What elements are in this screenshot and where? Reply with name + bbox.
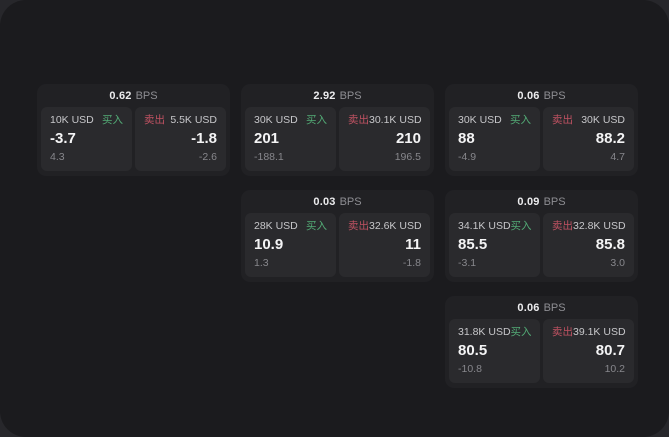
sell-size: 32.8K USD [573, 220, 626, 232]
buy-sub-value: -3.1 [458, 257, 477, 269]
sell-size: 39.1K USD [573, 326, 626, 338]
sell-sub-value: 4.7 [610, 151, 625, 163]
buy-size: 34.1K USD [458, 220, 511, 232]
sell-side-label: 卖出 [348, 220, 369, 232]
quote-card-grid: 0.62 BPS 10K USD 买入 -3.7 4.3 卖出 5.5K USD [37, 84, 638, 388]
sell-size: 32.6K USD [369, 220, 422, 232]
spread-header: 0.09 BPS [449, 190, 634, 213]
sell-side-label: 卖出 [552, 114, 573, 126]
sell-sub-value: 196.5 [394, 151, 421, 163]
sell-size: 30K USD [581, 114, 625, 126]
buy-price: 80.5 [458, 342, 488, 359]
sell-price: 11 [405, 236, 421, 253]
sell-price: -1.8 [191, 130, 217, 147]
sell-size: 5.5K USD [170, 114, 217, 126]
buy-size: 10K USD [50, 114, 94, 126]
spread-value: 0.06 [517, 89, 540, 102]
spread-value: 2.92 [313, 89, 336, 102]
sell-side-label: 卖出 [348, 114, 369, 126]
spread-header: 2.92 BPS [245, 84, 430, 107]
sell-sub-value: 3.0 [610, 257, 625, 269]
buy-panel[interactable]: 30K USD 买入 88 -4.9 [449, 107, 540, 171]
buy-side-label: 买入 [510, 220, 532, 232]
spread-unit: BPS [339, 89, 362, 102]
sell-price: 80.7 [595, 342, 625, 359]
spread-unit: BPS [339, 195, 362, 208]
buy-sub-value: -188.1 [254, 151, 284, 163]
buy-panel[interactable]: 34.1K USD 买入 85.5 -3.1 [449, 213, 540, 277]
buy-price: 10.9 [254, 236, 284, 253]
sell-panel[interactable]: 卖出 39.1K USD 80.7 10.2 [543, 319, 634, 383]
sell-price: 85.8 [595, 236, 625, 253]
spread-header: 0.06 BPS [449, 296, 634, 319]
buy-sub-value: -10.8 [458, 363, 482, 375]
buy-panel[interactable]: 10K USD 买入 -3.7 4.3 [41, 107, 132, 171]
sell-panel[interactable]: 卖出 30K USD 88.2 4.7 [543, 107, 634, 171]
quote-card-1: 0.62 BPS 10K USD 买入 -3.7 4.3 卖出 5.5K USD [37, 84, 230, 176]
quote-panels: 10K USD 买入 -3.7 4.3 卖出 5.5K USD -1.8 -2.… [41, 107, 226, 171]
buy-size: 30K USD [458, 114, 502, 126]
buy-side-label: 买入 [510, 326, 532, 338]
sell-panel[interactable]: 卖出 5.5K USD -1.8 -2.6 [135, 107, 226, 171]
spread-value: 0.06 [517, 301, 540, 314]
buy-side-label: 买入 [306, 220, 327, 232]
sell-panel[interactable]: 卖出 32.8K USD 85.8 3.0 [543, 213, 634, 277]
buy-price: 85.5 [458, 236, 488, 253]
buy-sub-value: -4.9 [458, 151, 477, 163]
sell-price: 210 [395, 130, 421, 147]
buy-panel[interactable]: 31.8K USD 买入 80.5 -10.8 [449, 319, 540, 383]
quote-card-6: 0.06 BPS 31.8K USD 买入 80.5 -10.8 卖出 39.1… [445, 296, 638, 388]
buy-side-label: 买入 [306, 114, 327, 126]
spread-unit: BPS [543, 89, 566, 102]
buy-price: -3.7 [50, 130, 76, 147]
buy-sub-value: 1.3 [254, 257, 269, 269]
sell-sub-value: 10.2 [604, 363, 625, 375]
spread-value: 0.09 [517, 195, 540, 208]
quote-panels: 28K USD 买入 10.9 1.3 卖出 32.6K USD 11 -1.8 [245, 213, 430, 277]
buy-panel[interactable]: 30K USD 买入 201 -188.1 [245, 107, 336, 171]
buy-panel[interactable]: 28K USD 买入 10.9 1.3 [245, 213, 336, 277]
sell-size: 30.1K USD [369, 114, 422, 126]
sell-side-label: 卖出 [144, 114, 165, 126]
buy-size: 28K USD [254, 220, 298, 232]
spread-header: 0.03 BPS [245, 190, 430, 213]
buy-price: 201 [254, 130, 280, 147]
sell-side-label: 卖出 [552, 220, 573, 232]
quote-card-2: 2.92 BPS 30K USD 买入 201 -188.1 卖出 30.1K … [241, 84, 434, 176]
spread-value: 0.03 [313, 195, 336, 208]
sell-panel[interactable]: 卖出 32.6K USD 11 -1.8 [339, 213, 430, 277]
buy-side-label: 买入 [102, 114, 123, 126]
buy-size: 30K USD [254, 114, 298, 126]
spread-header: 0.06 BPS [449, 84, 634, 107]
spread-header: 0.62 BPS [41, 84, 226, 107]
sell-sub-value: -1.8 [402, 257, 421, 269]
buy-size: 31.8K USD [458, 326, 511, 338]
buy-sub-value: 4.3 [50, 151, 65, 163]
sell-panel[interactable]: 卖出 30.1K USD 210 196.5 [339, 107, 430, 171]
sell-sub-value: -2.6 [198, 151, 217, 163]
quote-card-3: 0.06 BPS 30K USD 买入 88 -4.9 卖出 30K USD [445, 84, 638, 176]
spread-unit: BPS [543, 301, 566, 314]
quote-panels: 30K USD 买入 88 -4.9 卖出 30K USD 88.2 4.7 [449, 107, 634, 171]
sell-price: 88.2 [595, 130, 625, 147]
buy-side-label: 买入 [510, 114, 531, 126]
quote-panels: 31.8K USD 买入 80.5 -10.8 卖出 39.1K USD 80.… [449, 319, 634, 383]
buy-price: 88 [458, 130, 475, 147]
sell-side-label: 卖出 [552, 326, 573, 338]
quote-panels: 34.1K USD 买入 85.5 -3.1 卖出 32.8K USD 85.8… [449, 213, 634, 277]
spread-value: 0.62 [109, 89, 132, 102]
quote-card-4: 0.03 BPS 28K USD 买入 10.9 1.3 卖出 32.6K US… [241, 190, 434, 282]
spread-unit: BPS [135, 89, 158, 102]
quote-card-5: 0.09 BPS 34.1K USD 买入 85.5 -3.1 卖出 32.8K… [445, 190, 638, 282]
spread-unit: BPS [543, 195, 566, 208]
quote-panels: 30K USD 买入 201 -188.1 卖出 30.1K USD 210 1… [245, 107, 430, 171]
